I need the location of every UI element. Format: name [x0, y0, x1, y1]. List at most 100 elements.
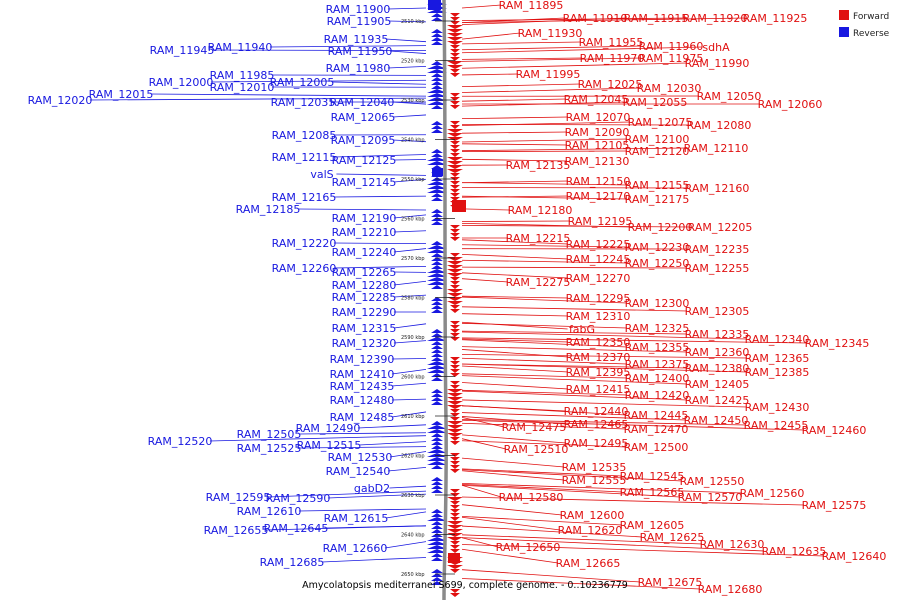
reverse-gene-label: RAM_12685	[260, 556, 325, 569]
forward-gene-feature	[450, 437, 460, 441]
forward-gene-label: RAM_12465	[564, 418, 629, 431]
reverse-gene-feature	[431, 513, 443, 517]
reverse-gene-feature	[431, 345, 443, 349]
forward-gene-label: RAM_12175	[625, 193, 690, 206]
forward-gene-feature	[450, 101, 460, 105]
forward-gene-feature	[447, 161, 463, 165]
forward-gene-label: RAM_12070	[566, 111, 631, 124]
leader-line	[461, 87, 640, 93]
leader-line	[461, 306, 688, 312]
legend: Forward Reverse	[839, 10, 890, 39]
reverse-gene-label: RAM_12145	[332, 176, 397, 189]
forward-gene-feature	[450, 329, 460, 333]
reverse-gene-label: RAM_12590	[266, 492, 331, 505]
reverse-gene-feature	[431, 341, 443, 345]
reverse-gene-feature	[431, 81, 443, 85]
forward-gene-label: RAM_12370	[566, 351, 631, 364]
leader-line	[336, 173, 427, 176]
leader-line	[298, 508, 427, 512]
forward-gene-label: RAM_12200	[628, 221, 693, 234]
reverse-gene-feature	[427, 281, 447, 285]
reverse-gene-label: RAM_12280	[332, 279, 397, 292]
leader-line	[357, 424, 427, 429]
forward-gene-label: RAM_12495	[564, 437, 629, 450]
reverse-gene-feature	[427, 449, 447, 453]
forward-gene-label: RAM_12475	[502, 421, 567, 434]
forward-gene-feature	[450, 501, 460, 505]
forward-gene-feature	[447, 393, 463, 397]
leader-line	[333, 195, 427, 198]
leader-line	[392, 114, 427, 118]
forward-gene-label: RAM_12335	[685, 328, 750, 341]
leader-line	[461, 296, 628, 304]
reverse-gene-feature	[432, 168, 443, 176]
reverse-gene-label: RAM_11945	[150, 44, 215, 57]
scale-tick-label: 2570 kbp	[401, 256, 425, 262]
reverse-gene-feature	[431, 193, 443, 197]
leader-line	[298, 432, 427, 435]
leader-line	[461, 363, 748, 373]
forward-gene-feature	[450, 285, 460, 289]
forward-gene-label: RAM_12245	[566, 253, 631, 266]
genome-track: 2510 kbp 2520 kbp 2530 kbp 2540 kbp 2550 kbp…	[401, 0, 466, 600]
forward-gene-feature	[447, 405, 463, 409]
forward-gene-feature	[452, 200, 466, 212]
leader-line	[461, 321, 568, 330]
leader-line	[331, 81, 427, 85]
forward-gene-label: RAM_12205	[688, 221, 753, 234]
leader-line	[461, 457, 565, 468]
reverse-gene-label: RAM_12655	[204, 524, 269, 537]
reverse-gene-feature	[431, 349, 443, 353]
forward-gene-feature	[450, 225, 460, 229]
reverse-gene-feature	[428, 0, 441, 10]
forward-gene-feature	[450, 105, 460, 109]
reverse-gene-label: valS	[310, 168, 333, 181]
forward-gene-feature	[450, 45, 460, 49]
reverse-gene-feature	[427, 93, 447, 97]
forward-gene-feature	[447, 129, 463, 133]
forward-gene-label: RAM_11960	[639, 40, 704, 53]
leader-line	[461, 138, 628, 143]
reverse-gene-feature	[427, 69, 447, 73]
leader-line	[461, 346, 688, 353]
reverse-gene-label: RAM_12410	[330, 368, 395, 381]
forward-gene-feature	[447, 425, 463, 429]
forward-gene-feature	[447, 65, 463, 69]
forward-gene-label: RAM_11920	[683, 12, 748, 25]
forward-gene-label: RAM_12430	[745, 401, 810, 414]
reverse-gene-feature	[431, 17, 443, 21]
scale-tick-label: 2580 kbp	[401, 296, 425, 302]
reverse-gene-feature	[431, 129, 443, 133]
leader-line	[391, 382, 427, 387]
forward-gene-feature	[447, 37, 463, 41]
reverse-gene-feature	[431, 481, 443, 485]
reverse-gene-label: RAM_12065	[331, 111, 396, 124]
reverse-gene-label: RAM_12220	[272, 237, 337, 250]
forward-gene-feature	[450, 361, 460, 365]
leader-line	[461, 434, 567, 444]
forward-gene-label: RAM_11955	[579, 36, 644, 49]
forward-gene-feature	[447, 297, 463, 301]
forward-gene-label: RAM_12570	[678, 491, 743, 504]
forward-gene-label: RAM_11970	[580, 52, 645, 65]
forward-gene-feature	[447, 29, 463, 33]
reverse-gene-feature	[431, 125, 443, 129]
leader-line	[461, 62, 688, 69]
forward-gene-label: RAM_12080	[687, 119, 752, 132]
leader-line	[461, 569, 641, 583]
leader-line	[461, 322, 628, 329]
forward-gene-feature	[447, 429, 463, 433]
reverse-gene-feature	[431, 397, 443, 401]
leader-line	[89, 97, 427, 101]
reverse-gene-feature	[431, 577, 443, 581]
reverse-gene-feature	[431, 353, 443, 357]
forward-gene-label: RAM_12630	[700, 538, 765, 551]
leader-line	[461, 399, 748, 408]
forward-gene-feature	[450, 489, 460, 493]
leader-line	[461, 131, 568, 134]
forward-gene-feature	[450, 517, 460, 521]
forward-gene-feature	[450, 357, 460, 361]
leader-line	[461, 516, 623, 526]
leader-line	[461, 32, 521, 40]
reverse-gene-label: RAM_12645	[264, 522, 329, 535]
